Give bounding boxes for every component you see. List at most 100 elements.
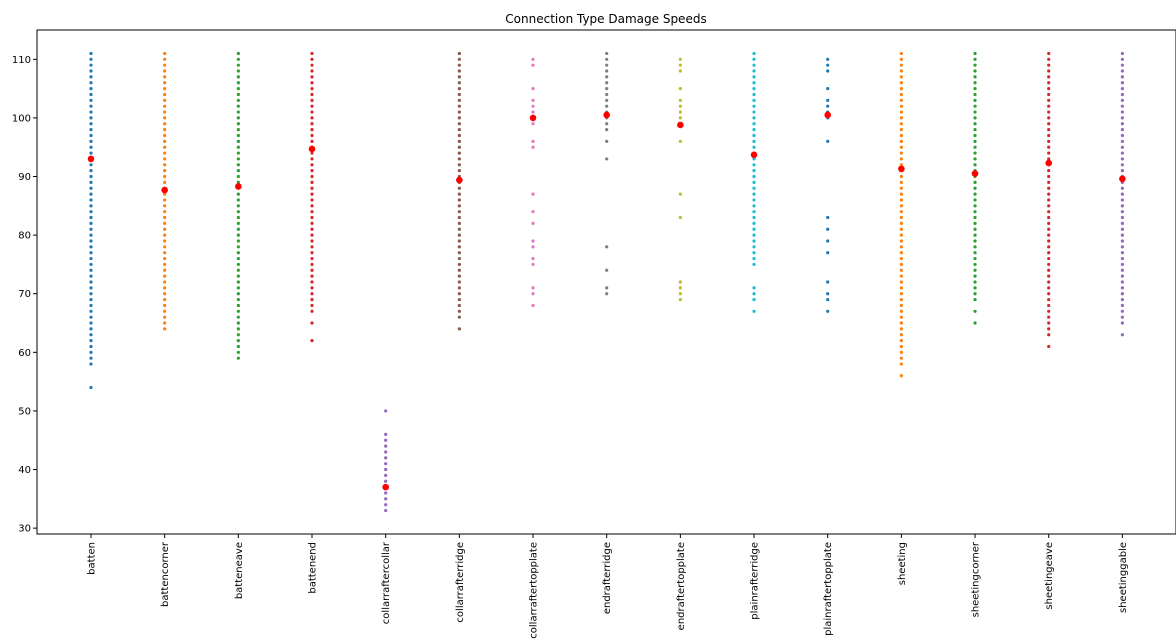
- data-point: [457, 215, 461, 220]
- data-point: [899, 92, 903, 97]
- series-endrafterridge: [603, 51, 610, 296]
- data-point: [973, 245, 977, 249]
- data-point: [973, 221, 977, 225]
- data-point: [1120, 262, 1124, 267]
- data-point: [973, 87, 977, 91]
- data-point: [236, 327, 240, 331]
- data-point: [163, 233, 167, 237]
- data-point: [89, 280, 93, 284]
- data-point: [899, 57, 903, 61]
- data-point: [89, 92, 93, 97]
- data-point: [1120, 98, 1124, 102]
- data-point: [310, 110, 314, 114]
- data-point: [1047, 327, 1051, 331]
- data-point: [899, 245, 903, 249]
- data-point: [752, 169, 756, 173]
- data-point: [89, 198, 93, 202]
- data-point: [89, 128, 93, 132]
- data-point: [678, 292, 682, 296]
- data-point: [163, 163, 167, 167]
- data-point: [163, 57, 167, 61]
- data-point: [605, 51, 609, 56]
- data-point: [236, 151, 240, 155]
- data-point: [236, 157, 240, 161]
- data-point: [752, 180, 756, 184]
- data-point: [973, 81, 977, 85]
- data-point: [310, 63, 314, 67]
- data-point: [163, 110, 167, 114]
- data-point: [457, 327, 461, 331]
- data-point: [1047, 57, 1051, 61]
- data-point: [89, 192, 93, 196]
- data-point: [899, 110, 903, 114]
- data-point: [605, 292, 609, 296]
- series-sheetingeave: [1045, 51, 1053, 349]
- data-point: [236, 280, 240, 284]
- data-point: [89, 163, 93, 167]
- data-point: [1120, 69, 1124, 73]
- data-point: [457, 297, 461, 302]
- data-point: [1120, 280, 1124, 284]
- data-point: [236, 221, 240, 225]
- data-point: [310, 98, 314, 102]
- mean-point: [1119, 175, 1126, 183]
- data-point: [89, 169, 93, 173]
- data-point: [973, 204, 977, 208]
- data-point: [752, 198, 756, 202]
- data-point: [899, 362, 903, 366]
- data-point: [236, 139, 240, 143]
- data-point: [605, 104, 609, 108]
- data-point: [752, 57, 756, 61]
- data-point: [973, 145, 977, 149]
- data-point: [163, 174, 167, 179]
- mean-point: [161, 186, 168, 194]
- data-point: [1120, 303, 1124, 308]
- data-point: [236, 356, 240, 360]
- data-point: [310, 180, 314, 184]
- data-point: [1120, 251, 1124, 255]
- data-point: [1047, 75, 1051, 79]
- data-point: [310, 186, 314, 190]
- data-point: [1047, 227, 1051, 231]
- data-point: [1047, 98, 1051, 102]
- data-point: [531, 63, 535, 67]
- series-battenend: [308, 51, 316, 343]
- data-point: [457, 303, 461, 308]
- series-batten: [87, 51, 95, 390]
- data-point: [163, 92, 167, 97]
- data-point: [457, 69, 461, 73]
- data-point: [899, 104, 903, 108]
- data-point: [384, 432, 388, 436]
- series-collarrafterridge: [456, 51, 463, 331]
- data-point: [163, 315, 167, 319]
- data-point: [899, 356, 903, 360]
- data-point: [1120, 268, 1124, 272]
- data-point: [1047, 63, 1051, 67]
- data-point: [1120, 333, 1124, 337]
- mean-point: [235, 183, 242, 190]
- data-point: [973, 128, 977, 132]
- data-point: [236, 192, 240, 196]
- data-point: [1047, 210, 1051, 214]
- data-point: [531, 98, 535, 102]
- data-point: [163, 104, 167, 108]
- data-point: [89, 274, 93, 278]
- data-point: [163, 215, 167, 220]
- data-point: [236, 333, 240, 337]
- data-point: [163, 274, 167, 278]
- series-plainrafterridge: [750, 51, 758, 313]
- plot-area: [87, 51, 1126, 513]
- data-point: [89, 251, 93, 255]
- data-point: [89, 256, 93, 261]
- data-point: [899, 151, 903, 155]
- data-point: [384, 479, 388, 483]
- data-point: [605, 122, 609, 126]
- data-point: [236, 87, 240, 91]
- data-point: [457, 133, 461, 138]
- data-point: [163, 239, 167, 243]
- data-point: [678, 110, 682, 114]
- data-point: [89, 186, 93, 190]
- data-point: [457, 221, 461, 225]
- data-point: [1047, 133, 1051, 138]
- data-point: [310, 256, 314, 261]
